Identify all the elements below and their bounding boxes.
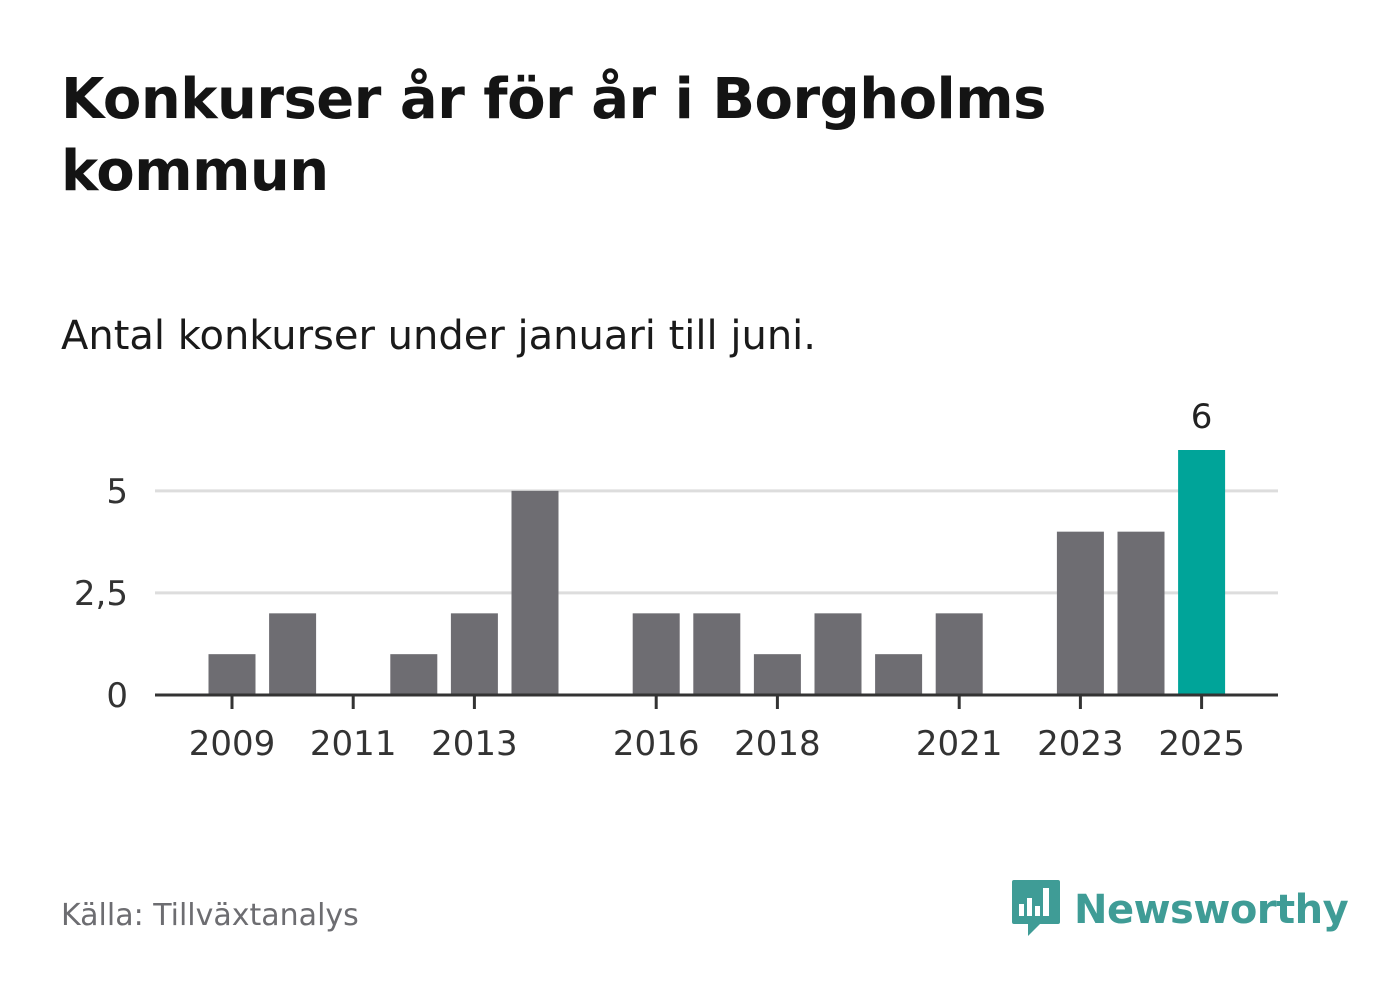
bar xyxy=(450,613,498,695)
source-note: Källa: Tillväxtanalys xyxy=(61,898,359,933)
y-tick-label: 0 xyxy=(106,676,128,716)
newsworthy-logo-icon xyxy=(1010,878,1062,942)
y-tick-label: 5 xyxy=(106,472,128,512)
bar-highlight xyxy=(1178,450,1226,695)
bar xyxy=(693,613,741,695)
x-tick-label: 2021 xyxy=(916,724,1003,764)
y-tick-label: 2,5 xyxy=(74,574,128,614)
brand-name: Newsworthy xyxy=(1074,887,1349,933)
data-label: 6 xyxy=(1191,397,1213,437)
bar xyxy=(753,654,801,695)
bar xyxy=(208,654,256,695)
bar xyxy=(875,654,923,695)
x-tick-label: 2023 xyxy=(1037,724,1124,764)
x-tick-label: 2009 xyxy=(189,724,276,764)
bar xyxy=(511,490,559,695)
bar xyxy=(390,654,438,695)
bar-chart: 0 2,5 5 6 2009 2011 2013 2016 2018 2021 2023 2025 xyxy=(74,397,1278,764)
bar xyxy=(1117,531,1165,695)
x-tick-label: 2025 xyxy=(1158,724,1245,764)
bar xyxy=(269,613,317,695)
x-tick-label: 2013 xyxy=(431,724,518,764)
chart-title: Konkurser år för år i Borgholms kommun xyxy=(61,67,1046,204)
brand-logo: Newsworthy xyxy=(1010,878,1349,942)
bar xyxy=(1056,531,1104,695)
x-tick-label: 2018 xyxy=(734,724,821,764)
chart-subtitle: Antal konkurser under januari till juni. xyxy=(61,313,816,359)
bar xyxy=(814,613,862,695)
bar xyxy=(935,613,983,695)
bar xyxy=(632,613,680,695)
x-tick-label: 2011 xyxy=(310,724,397,764)
x-tick-label: 2016 xyxy=(613,724,700,764)
